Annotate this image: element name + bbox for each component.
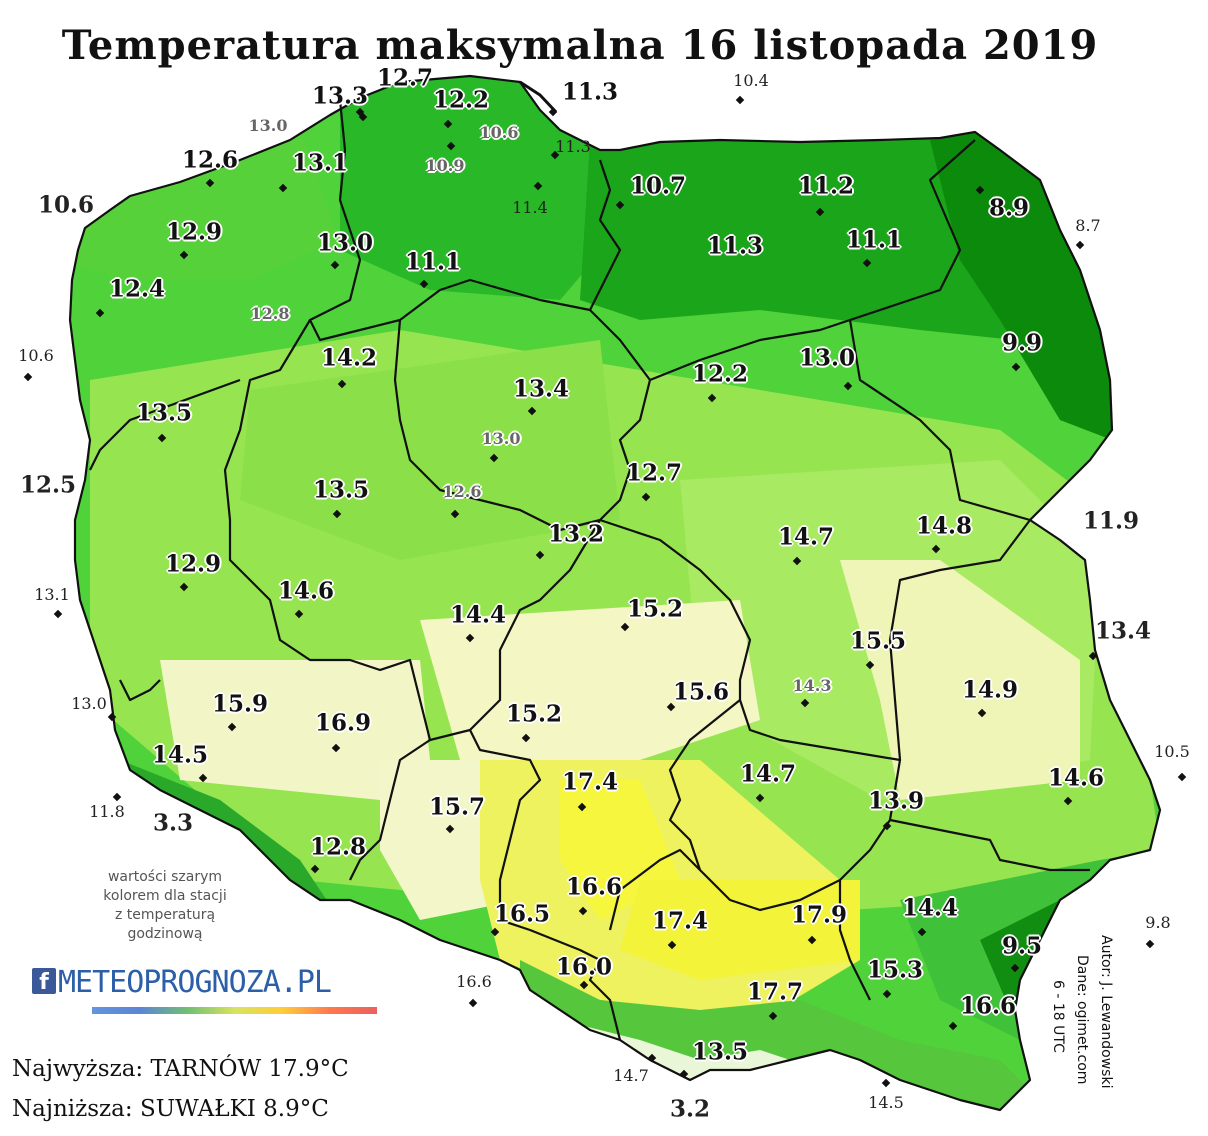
station-temperature-label: 3.3 <box>152 809 194 837</box>
station-temperature-label: 13.4 <box>512 375 570 403</box>
station-temperature-label: 11.2 <box>797 172 855 200</box>
author-credit: Autor: J. Lewandowski <box>1098 935 1114 1089</box>
station-temperature-label: 12.6 <box>181 146 239 174</box>
facebook-icon[interactable]: f <box>32 968 56 995</box>
legend-note-line: wartości szarym <box>107 869 223 885</box>
station-temperature-label: 11.1 <box>845 226 903 254</box>
station-temperature-label: 17.9 <box>790 901 848 929</box>
station-temperature-label: 12.2 <box>432 86 490 114</box>
station-temperature-label: 9.8 <box>1145 913 1171 932</box>
logo-color-bar <box>92 1007 377 1014</box>
legend-note-line: godzinową <box>127 926 203 942</box>
station-temperature-label: 13.0 <box>248 116 288 135</box>
station-temperature-label: 8.9 <box>988 194 1030 222</box>
station-temperature-label: 16.9 <box>314 709 372 737</box>
station-temperature-label: 15.5 <box>849 627 907 655</box>
station-temperature-label: 11.3 <box>561 78 619 106</box>
station-temperature-label: 14.3 <box>792 676 832 695</box>
station-temperature-label: 15.2 <box>505 700 563 728</box>
station-temperature-label: 13.0 <box>316 229 374 257</box>
map-title: Temperatura maksymalna 16 listopada 2019 <box>61 22 1099 69</box>
time-range-credit: 6 - 18 UTC <box>1050 980 1066 1053</box>
station-temperature-label: 14.4 <box>901 894 959 922</box>
station-temperature-label: 14.6 <box>1047 764 1105 792</box>
station-temperature-label: 14.5 <box>868 1093 904 1112</box>
station-temperature-label: 10.9 <box>425 156 465 175</box>
station-temperature-label: 9.5 <box>1001 932 1043 960</box>
max-temperature-text: Najwyższa: TARNÓW 17.9°C <box>12 1056 349 1082</box>
station-temperature-label: 11.9 <box>1082 507 1140 535</box>
station-temperature-label: 13.5 <box>691 1038 749 1066</box>
station-temperature-label: 14.8 <box>915 512 973 540</box>
station-temperature-label: 13.2 <box>547 520 605 548</box>
station-temperature-label: 13.5 <box>312 476 370 504</box>
station-temperature-label: 12.4 <box>108 275 166 303</box>
station-temperature-label: 8.7 <box>1075 216 1101 235</box>
station-temperature-label: 11.4 <box>512 198 548 217</box>
station-temperature-label: 3.2 <box>669 1095 711 1123</box>
station-temperature-label: 14.7 <box>777 523 835 551</box>
station-temperature-label: 14.7 <box>613 1066 649 1085</box>
min-temperature-text: Najniższa: SUWAŁKI 8.9°C <box>12 1096 329 1122</box>
station-temperature-label: 14.6 <box>277 577 335 605</box>
station-temperature-label: 9.9 <box>1001 329 1043 357</box>
station-temperature-label: 15.7 <box>428 793 486 821</box>
legend-note: wartości szarym kolorem dla stacji z tem… <box>80 868 250 944</box>
station-temperature-label: 13.0 <box>798 344 856 372</box>
station-temperature-label: 16.6 <box>456 972 492 991</box>
logo-text: METEOPROGNOZA.PL <box>58 965 332 1000</box>
station-temperature-label: 12.7 <box>376 64 434 92</box>
station-temperature-label: 10.4 <box>733 71 769 90</box>
station-temperature-label: 12.8 <box>309 833 367 861</box>
station-temperature-label: 15.6 <box>672 678 730 706</box>
legend-note-line: z temperaturą <box>114 907 216 923</box>
station-temperature-label: 16.0 <box>555 953 613 981</box>
station-temperature-label: 12.2 <box>691 360 749 388</box>
station-temperature-label: 10.5 <box>1154 742 1190 761</box>
station-temperature-label: 12.8 <box>250 304 290 323</box>
station-temperature-label: 14.2 <box>320 344 378 372</box>
station-temperature-label: 17.4 <box>651 907 709 935</box>
station-temperature-label: 15.2 <box>626 595 684 623</box>
station-temperature-label: 16.6 <box>565 873 623 901</box>
station-temperature-label: 14.4 <box>449 601 507 629</box>
station-temperature-label: 10.7 <box>629 172 687 200</box>
station-temperature-label: 10.6 <box>479 123 519 142</box>
station-temperature-label: 16.5 <box>493 900 551 928</box>
meteoprognoza-logo[interactable]: f METEOPROGNOZA.PL <box>32 965 332 1018</box>
station-temperature-label: 15.3 <box>866 956 924 984</box>
station-temperature-label: 11.8 <box>89 802 125 821</box>
station-temperature-label: 10.6 <box>37 191 95 219</box>
station-temperature-label: 13.3 <box>311 82 369 110</box>
station-temperature-label: 14.5 <box>151 741 209 769</box>
station-temperature-label: 13.0 <box>481 429 521 448</box>
station-temperature-label: 11.3 <box>706 232 764 260</box>
station-temperature-label: 13.0 <box>71 694 107 713</box>
station-temperature-label: 10.6 <box>18 346 54 365</box>
station-temperature-label: 17.7 <box>746 978 804 1006</box>
station-temperature-label: 14.9 <box>961 676 1019 704</box>
station-temperature-label: 15.9 <box>211 690 269 718</box>
station-temperature-label: 13.5 <box>135 399 193 427</box>
station-temperature-label: 13.1 <box>34 585 70 604</box>
legend-note-line: kolorem dla stacji <box>103 888 227 904</box>
station-temperature-label: 17.4 <box>561 768 619 796</box>
station-temperature-label: 12.9 <box>164 550 222 578</box>
station-temperature-label: 12.6 <box>442 482 482 501</box>
station-temperature-label: 14.7 <box>739 760 797 788</box>
station-temperature-label: 11.1 <box>404 248 462 276</box>
station-temperature-label: 12.7 <box>625 459 683 487</box>
station-temperature-label: 13.1 <box>291 149 349 177</box>
station-temperature-label: 13.9 <box>867 787 925 815</box>
station-temperature-label: 12.5 <box>19 471 77 499</box>
station-temperature-label: 16.6 <box>959 992 1017 1020</box>
station-temperature-label: 12.9 <box>165 218 223 246</box>
station-temperature-label: 13.4 <box>1094 617 1152 645</box>
station-temperature-label: 11.3 <box>555 137 591 156</box>
data-source-credit: Dane: ogimet.com <box>1074 955 1090 1085</box>
